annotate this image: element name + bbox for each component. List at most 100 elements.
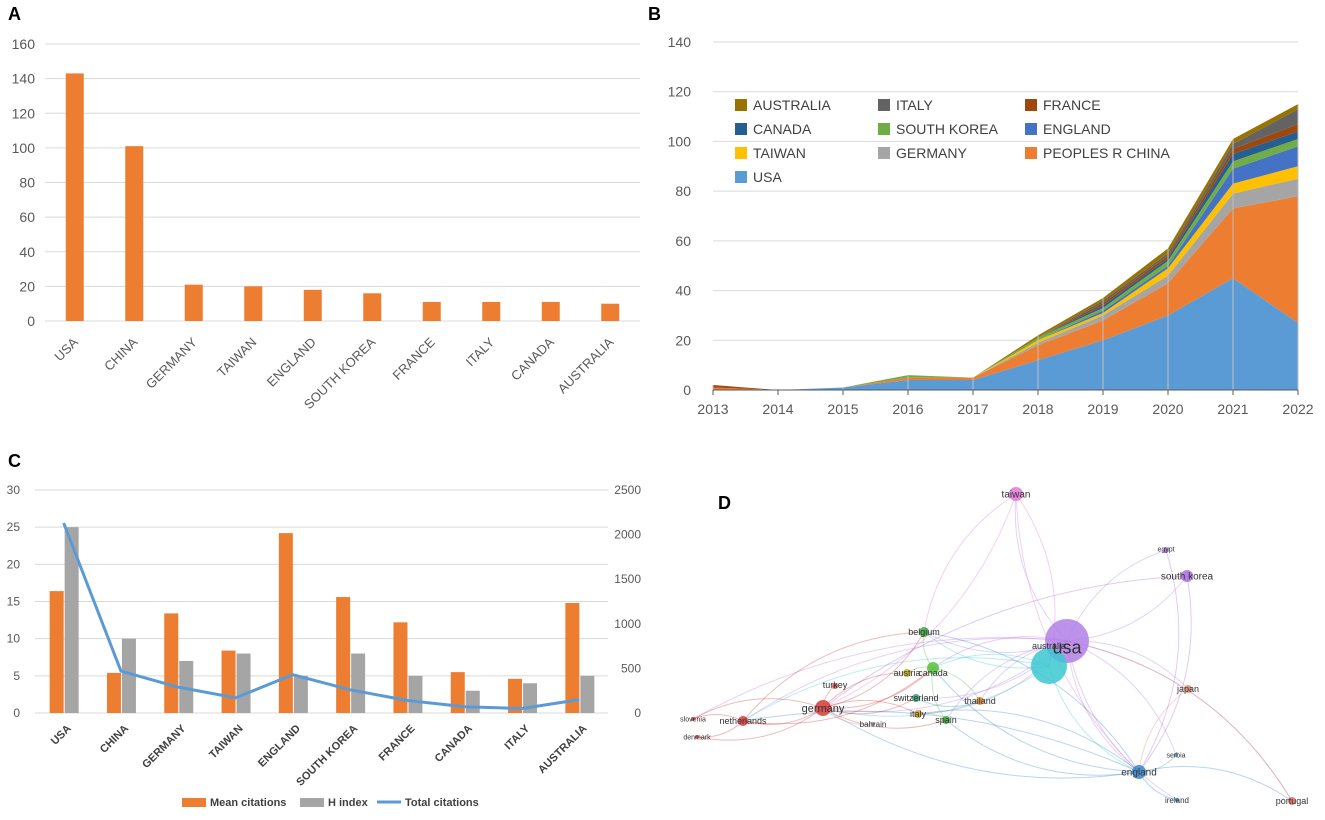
- bar-c-hindex-france: [408, 675, 423, 713]
- y-right-tick-label-c: 1000: [614, 617, 641, 631]
- y-left-tick-label-c: 25: [7, 520, 21, 534]
- node-label: austria: [893, 668, 920, 678]
- y-left-tick-label-c: 30: [7, 483, 21, 497]
- node-japan: [1184, 685, 1192, 693]
- panel-d-label: D: [718, 493, 731, 513]
- node-belgium: [919, 627, 929, 637]
- x-tick-label-b: 2013: [697, 401, 728, 417]
- node-south-korea: [1181, 570, 1193, 582]
- network-edge: [1138, 575, 1192, 773]
- area-b-peoples-r-china: [713, 196, 1298, 390]
- node-label: ireland: [1165, 796, 1189, 805]
- node-label: switzerland: [893, 693, 938, 703]
- x-tick-label-c: SOUTH KOREA: [294, 723, 360, 789]
- network-edge: [742, 637, 1068, 722]
- area-b-england: [713, 146, 1298, 390]
- bar-c-hindex-china: [121, 638, 136, 713]
- node-thailand: [976, 697, 984, 705]
- line-c-total-citations: [62, 522, 580, 711]
- legend-label-c-total: Total citations: [405, 797, 479, 809]
- node-label: italy: [910, 709, 927, 719]
- x-tick-label-a: FRANCE: [389, 334, 438, 383]
- network-edge: [1066, 640, 1177, 756]
- x-tick-label-b: 2018: [1022, 401, 1053, 417]
- bar-a-italy: [482, 301, 501, 321]
- x-tick-label-b: 2020: [1152, 401, 1183, 417]
- network-edge: [692, 637, 1068, 720]
- network-edge: [923, 493, 1017, 633]
- x-tick-label-a: USA: [51, 334, 81, 364]
- bar-c-mean-germany: [164, 613, 179, 713]
- y-tick-label-a: 100: [12, 140, 36, 156]
- bar-c-hindex-south-korea: [351, 653, 366, 713]
- network-edge: [822, 697, 917, 715]
- area-b-germany: [713, 178, 1298, 390]
- y-tick-label-a: 160: [12, 36, 36, 52]
- node-canada: [927, 662, 939, 674]
- legend-label-c-hindex: H index: [328, 797, 369, 809]
- node-switzerland: [912, 694, 920, 702]
- node-spain: [942, 716, 950, 724]
- legend-label-b: CANADA: [753, 121, 812, 137]
- node-label: japan: [1176, 684, 1199, 694]
- network-edge: [1048, 665, 1140, 773]
- area-b-canada: [713, 131, 1298, 390]
- y-tick-label-a: 20: [19, 278, 35, 294]
- x-tick-label-a: CANADA: [508, 334, 557, 383]
- y-right-tick-label-c: 0: [634, 706, 641, 720]
- x-tick-label-b: 2014: [762, 401, 793, 417]
- legend-swatch-b: [878, 99, 890, 111]
- x-tick-label-c: TAIWAN: [207, 723, 246, 762]
- legend-swatch-c-mean: [182, 798, 206, 807]
- bar-a-australia: [601, 303, 620, 321]
- x-tick-label-b: 2021: [1217, 401, 1248, 417]
- y-left-tick-label-c: 20: [7, 557, 21, 571]
- x-tick-label-c: CHINA: [98, 723, 131, 756]
- node-taiwan: [1009, 487, 1023, 501]
- network-edge: [1138, 688, 1189, 773]
- bar-c-mean-england: [278, 533, 293, 713]
- x-tick-label-c: ENGLAND: [256, 723, 303, 770]
- bar-c-mean-italy: [508, 678, 523, 713]
- y-tick-label-b: 140: [668, 34, 692, 50]
- node-label: spain: [935, 715, 957, 725]
- bar-c-hindex-canada: [465, 690, 480, 713]
- node-turkey: [832, 683, 838, 689]
- y-tick-label-a: 140: [12, 71, 36, 87]
- bar-c-mean-australia: [565, 602, 580, 713]
- node-label: south korea: [1161, 572, 1214, 583]
- bar-a-south-korea: [363, 293, 382, 321]
- x-tick-label-a: AUSTRALIA: [555, 334, 617, 396]
- bar-a-england: [303, 289, 322, 321]
- network-edge: [822, 631, 925, 709]
- legend-swatch-b: [1025, 123, 1037, 135]
- bar-c-hindex-usa: [64, 527, 79, 713]
- legend-label-b: TAIWAN: [753, 145, 806, 161]
- x-tick-label-a: CHINA: [101, 334, 140, 373]
- network-edge: [945, 719, 1140, 776]
- node-label: egypt: [1157, 546, 1174, 553]
- legend-label-b: PEOPLES R CHINA: [1043, 145, 1170, 161]
- network-edge: [742, 707, 824, 725]
- bar-a-germany: [184, 284, 203, 321]
- chart-a-svg: 0 20 40 60 80 100 120 140 160 USA CHINA GERMANY TAIW…: [12, 36, 640, 412]
- node-germany: [815, 700, 831, 716]
- node-label: turkey: [823, 680, 848, 690]
- node-portugal: [1288, 797, 1296, 805]
- panel-a: A 0 20 40 60 80 100 120 140 160 USA CHINA GERMANY TA…: [0, 0, 650, 445]
- legend-swatch-b: [735, 123, 747, 135]
- network-edge: [822, 667, 934, 709]
- y-tick-label-b: 100: [668, 133, 692, 149]
- bar-c-mean-usa: [49, 591, 64, 713]
- x-tick-label-b: 2015: [827, 401, 858, 417]
- legend-swatch-b: [878, 147, 890, 159]
- panel-b: B 0 20 40 60 80 100 120 140 2013 2014 2015 2016 2017…: [648, 0, 1325, 445]
- y-left-tick-label-c: 0: [13, 706, 20, 720]
- network-edge: [696, 707, 824, 741]
- bar-a-china: [125, 146, 144, 321]
- node-ireland: [1175, 798, 1179, 802]
- x-tick-label-a: ENGLAND: [264, 335, 319, 390]
- bar-c-mean-china: [106, 672, 121, 713]
- panel-a-label: A: [8, 4, 21, 24]
